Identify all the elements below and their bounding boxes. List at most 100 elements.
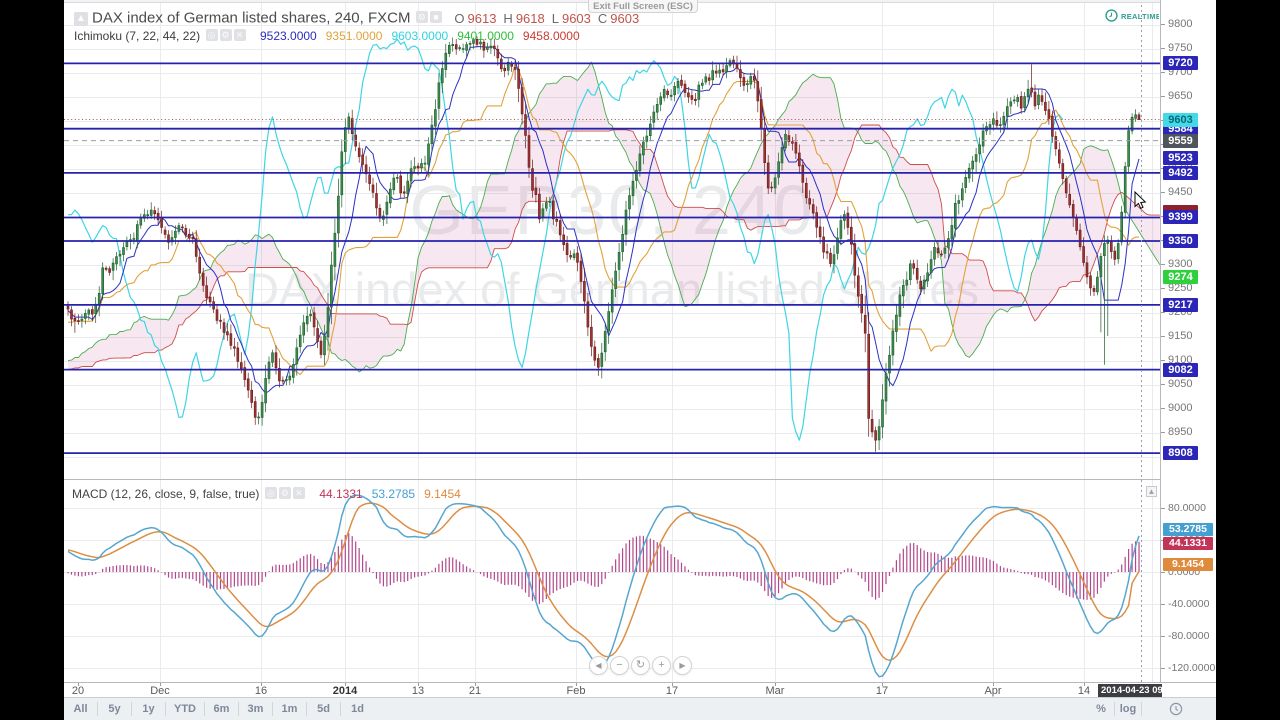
price-tick: [1161, 432, 1165, 434]
chart-application: GER30, 240 DAX index of German listed sh…: [64, 0, 1216, 720]
range-button-ytd[interactable]: YTD: [174, 703, 196, 715]
price-tick-label: 9450: [1168, 186, 1193, 199]
time-label: Apr: [984, 685, 1002, 697]
chart-canvas[interactable]: [64, 0, 1160, 682]
price-tick: [1161, 72, 1165, 74]
time-label: 16: [254, 685, 268, 697]
price-tick-label: 9700: [1168, 66, 1193, 79]
time-tick: [475, 683, 476, 686]
macd-delete-icon[interactable]: ✕: [292, 487, 305, 499]
price-tick: [1161, 264, 1165, 266]
ohlc-values: O 9613 H 9618 L 9603 C 9603: [447, 10, 640, 26]
ichimoku-values: 9523.0000 9351.0000 9603.0000 9401.0000 9458…: [251, 27, 580, 44]
macd-settings-icon[interactable]: ⚙: [278, 487, 291, 499]
price-tick: [1161, 384, 1165, 386]
price-tick-label: 9300: [1168, 258, 1193, 271]
price-badge-chikou-marker: 9603: [1163, 112, 1198, 127]
nav-reset-button[interactable]: ↻: [631, 656, 650, 675]
macd-tick: [1161, 507, 1165, 509]
nav-minus-button[interactable]: −: [610, 656, 629, 675]
ichimoku-settings-icon[interactable]: ⚙: [219, 29, 232, 41]
time-tick: [78, 683, 79, 686]
price-tick-label: 9200: [1168, 306, 1193, 319]
realtime-button[interactable]: REALTIME: [1105, 9, 1159, 27]
series-settings-icon[interactable]: ⚙: [415, 10, 428, 23]
time-tick: [261, 683, 262, 686]
nav-plus-button[interactable]: +: [652, 656, 671, 675]
price-tick-label: 9100: [1168, 354, 1193, 367]
time-label: 21: [468, 685, 482, 697]
mouse-cursor: [1134, 190, 1147, 209]
toolbar-divider: [272, 702, 273, 716]
macd-tick-label: -40.0000: [1168, 598, 1210, 610]
ohlc-value: 9613: [467, 10, 497, 26]
nav-right-button[interactable]: ▶: [673, 656, 692, 675]
timezone-clock-icon[interactable]: [1169, 702, 1183, 716]
price-tick-label: 9250: [1168, 282, 1193, 295]
price-badge-level: 9720: [1163, 56, 1198, 71]
price-scale[interactable]: 9800975097009650960095509500945094009350…: [1160, 0, 1216, 682]
price-tick: [1161, 408, 1165, 410]
nav-left-button[interactable]: ◀: [589, 656, 608, 675]
ohlc-key: L: [551, 10, 559, 26]
price-tick-label: 9650: [1168, 90, 1193, 103]
time-label: 17: [665, 685, 679, 697]
toolbar-divider: [131, 702, 132, 716]
ohlc-value: 9603: [561, 10, 591, 26]
log-scale-button[interactable]: log: [1119, 703, 1137, 715]
price-badge-level: 8908: [1163, 446, 1198, 461]
range-button-5y[interactable]: 5y: [108, 703, 121, 715]
macd-tick: [1161, 571, 1165, 573]
ichimoku-eye-icon[interactable]: ◎: [205, 29, 218, 41]
price-tick: [1161, 288, 1165, 290]
range-button-1d[interactable]: 1d: [351, 703, 364, 715]
ohlc-key: C: [597, 10, 608, 26]
range-button-1y[interactable]: 1y: [142, 703, 155, 715]
price-tick-label: 9050: [1168, 378, 1193, 391]
bottom-toolbar: All 5y 1y YTD 6m 3m 1m 5d 1d % log: [64, 697, 1216, 720]
macd-tick-label: -120.0000: [1168, 662, 1216, 674]
realtime-label: REALTIME: [1121, 11, 1159, 21]
time-label: 20: [71, 685, 85, 697]
range-button-6m[interactable]: 6m: [213, 703, 230, 715]
time-tick: [775, 683, 776, 686]
price-badge-crosshair: 9559: [1163, 133, 1198, 148]
macd-tick-label: 0.0000: [1168, 566, 1201, 578]
scale-buttons: % log: [1088, 698, 1142, 720]
price-badge-level: 9492: [1163, 165, 1198, 180]
series-legend: ▲ DAX index of German listed shares, 240,…: [74, 9, 639, 27]
time-tick: [576, 683, 577, 686]
price-tick: [1161, 312, 1165, 314]
macd-tick: [1161, 635, 1165, 637]
range-button-all[interactable]: All: [73, 703, 88, 715]
time-tick: [672, 683, 673, 686]
crosshair-date-badge: 2014-04-23 09:0: [1098, 684, 1162, 698]
ohlc-key: O: [454, 10, 465, 26]
percent-scale-button[interactable]: %: [1096, 703, 1106, 715]
time-label: 2014: [332, 685, 358, 697]
macd-expand-icon[interactable]: ▲: [1146, 486, 1157, 497]
ichimoku-value: 9401.0000: [457, 28, 514, 43]
price-tick-label: 9000: [1168, 402, 1193, 415]
macd-tick: [1161, 603, 1165, 605]
price-tick-label: 9150: [1168, 330, 1193, 343]
toolbar-divider: [306, 702, 307, 716]
macd-legend: MACD (12, 26, close, 9, false, true) ◎ ⚙ ✕…: [72, 485, 461, 501]
chart-nav-buttons: ◀ − ↻ + ▶: [588, 655, 693, 675]
price-tick: [1161, 336, 1165, 338]
macd-eye-icon[interactable]: ◎: [264, 487, 277, 499]
time-label: Dec: [150, 685, 170, 697]
price-badge-level: 9082: [1163, 362, 1198, 377]
price-badge-level: 9350: [1163, 233, 1198, 248]
toolbar-divider: [204, 702, 205, 716]
range-button-1m[interactable]: 1m: [281, 703, 298, 715]
range-button-5d[interactable]: 5d: [317, 703, 330, 715]
ichimoku-value: 9523.0000: [259, 28, 317, 43]
range-button-3m[interactable]: 3m: [247, 703, 264, 715]
ohlc-value: 9603: [610, 10, 640, 26]
time-tick: [160, 683, 161, 686]
series-style-icon[interactable]: ■: [429, 10, 442, 23]
ichimoku-delete-icon[interactable]: ✕: [233, 29, 246, 41]
toolbar-divider: [1141, 702, 1142, 716]
time-axis[interactable]: 20 Dec 16 2014 13 21 Feb 17 Mar 17 Apr 14 2014-04-23…: [64, 682, 1216, 698]
